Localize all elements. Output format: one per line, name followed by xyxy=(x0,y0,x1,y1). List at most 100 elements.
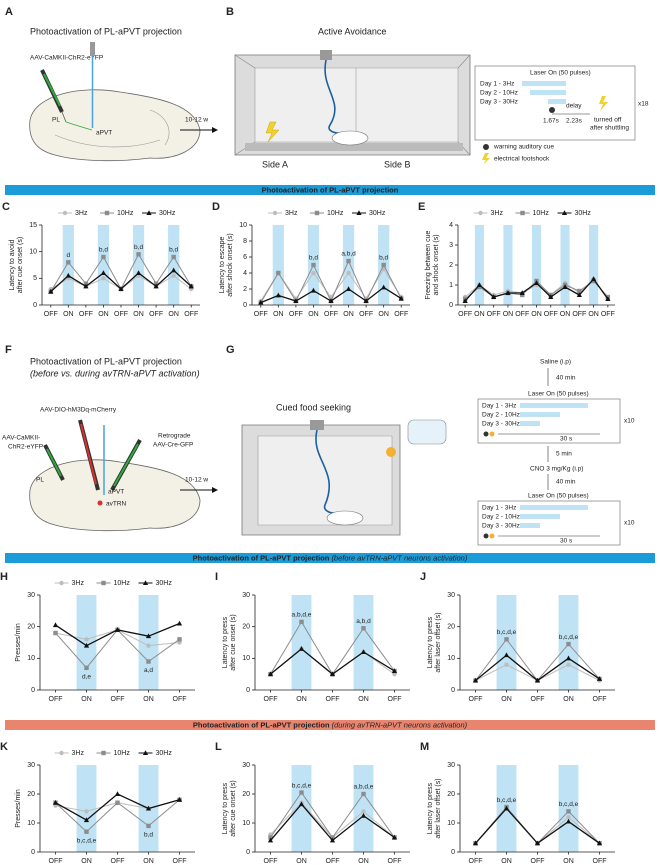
laser-bar xyxy=(520,421,540,426)
data-point xyxy=(391,834,398,840)
y-tick-label: 4 xyxy=(449,222,453,229)
data-point xyxy=(596,840,603,846)
data-point xyxy=(146,659,151,664)
y-tick-label: 0 xyxy=(31,687,35,694)
series-line xyxy=(475,638,600,682)
x-tick-label: ON xyxy=(81,858,92,865)
panel-title: Photoactivation of PL-aPVT projection xyxy=(30,26,182,36)
laser-band xyxy=(76,765,97,852)
legend-label: 10Hz xyxy=(117,210,134,217)
x-tick-label: ON xyxy=(501,858,512,865)
cue-icon xyxy=(483,533,489,539)
x-tick-label: OFF xyxy=(359,311,373,318)
panel-letter: L xyxy=(215,741,222,753)
laser-band xyxy=(138,595,159,690)
data-point xyxy=(146,823,151,829)
y-tick-label: 30 xyxy=(242,592,250,599)
weeks-label: 10-12 w xyxy=(185,117,208,124)
laser-bar xyxy=(520,412,560,417)
x-tick-label: OFF xyxy=(149,311,163,318)
y-tick-label: 10 xyxy=(239,222,247,229)
data-point xyxy=(84,665,89,671)
protocol-box xyxy=(474,65,636,141)
data-point xyxy=(462,298,468,303)
x-tick-label: OFF xyxy=(544,311,558,318)
laser-bar xyxy=(520,403,588,408)
syringe-fill xyxy=(46,448,62,477)
x-tick-label: OFF xyxy=(531,696,545,703)
laser-band xyxy=(353,765,374,852)
laser-bar xyxy=(520,514,560,519)
y-axis-label: Latency to press xyxy=(222,616,229,668)
cue-icon xyxy=(489,533,495,539)
x-tick-label: OFF xyxy=(531,858,545,865)
data-point xyxy=(605,296,611,301)
y-tick-label: 3 xyxy=(449,242,453,249)
legend-label: 30Hz xyxy=(369,210,386,217)
y-tick-label: 30 xyxy=(242,762,250,769)
laser-label: Laser On (50 pulses) xyxy=(528,493,589,500)
x-tick-label: OFF xyxy=(487,311,501,318)
panel-subtitle: (before vs. during avTRN-aPVT activation… xyxy=(30,368,200,378)
y-tick-label: 2 xyxy=(449,262,453,269)
banner-text: Photoactivation of PL-aPVT projection xyxy=(262,185,399,194)
light-cue xyxy=(386,447,396,457)
data-point xyxy=(361,809,366,814)
legend-marker xyxy=(314,210,320,216)
laser-bar xyxy=(522,81,566,86)
x-tick-label: ON xyxy=(501,696,512,703)
data-point xyxy=(566,662,571,667)
x-tick-label: ON xyxy=(98,311,109,318)
x-tick-label: ON xyxy=(560,311,571,318)
lightning xyxy=(265,121,280,143)
data-point xyxy=(188,283,194,289)
y-axis-label: after laser offset (s) xyxy=(435,778,442,838)
laser-band xyxy=(503,225,513,305)
data-point xyxy=(176,620,183,626)
laser-band xyxy=(558,765,579,852)
data-point xyxy=(153,283,159,289)
x-tick-label: OFF xyxy=(111,696,125,703)
legend-marker xyxy=(59,580,64,586)
data-point xyxy=(472,840,479,846)
x-tick-label: OFF xyxy=(49,696,63,703)
laser-band xyxy=(168,225,180,305)
data-point xyxy=(145,633,152,639)
series-line xyxy=(475,807,600,844)
y-tick-label: 20 xyxy=(27,624,35,631)
data-point xyxy=(267,671,274,677)
y-axis-label: after laser offset (s) xyxy=(435,612,442,672)
data-point xyxy=(171,273,176,278)
panel-letter: B xyxy=(226,6,234,18)
x-tick-label: OFF xyxy=(114,311,128,318)
data-point xyxy=(115,800,120,805)
series-line xyxy=(475,806,600,845)
y-tick-label: 10 xyxy=(447,655,455,662)
x-tick-label: OFF xyxy=(111,858,125,865)
data-point xyxy=(329,671,336,677)
banner-text: Photoactivation of PL-aPVT projection xyxy=(193,720,330,729)
y-axis-label: Freezing between cue xyxy=(425,230,432,299)
protocol-box xyxy=(477,398,621,444)
x-tick-label: OFF xyxy=(184,311,198,318)
legend-label: 3Hz xyxy=(72,580,85,587)
x-tick-label: ON xyxy=(296,696,307,703)
banner xyxy=(5,185,655,195)
data-point xyxy=(565,818,572,824)
data-point xyxy=(135,270,142,275)
duration-label: 30 s xyxy=(560,538,573,545)
data-point xyxy=(146,643,151,648)
x-tick-label: ON xyxy=(358,858,369,865)
x-tick-label: OFF xyxy=(326,696,340,703)
data-point xyxy=(590,276,597,281)
day-label: Day 1 - 3Hz xyxy=(482,505,516,512)
x-tick-label: OFF xyxy=(388,858,402,865)
x-tick-label: ON xyxy=(563,696,574,703)
virus-label: AAV-Cre-GFP xyxy=(153,442,193,449)
region-label: PL xyxy=(52,117,60,124)
x-tick-label: ON xyxy=(143,858,154,865)
data-point xyxy=(503,805,510,811)
series-line xyxy=(55,622,180,647)
y-tick-label: 0 xyxy=(31,849,35,856)
